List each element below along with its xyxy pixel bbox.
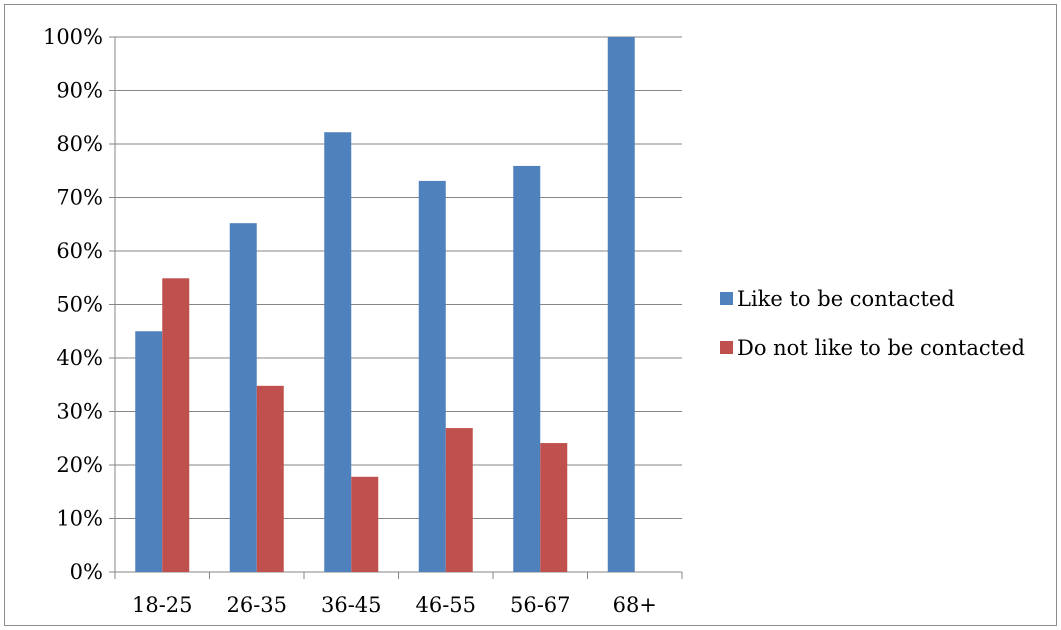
y-tick-label: 80% — [56, 132, 103, 156]
x-tick-label: 56-67 — [510, 593, 571, 617]
bar-like — [513, 165, 541, 572]
x-tick-label: 18-25 — [132, 593, 193, 617]
y-tick-label: 0% — [70, 560, 103, 584]
bar-like — [229, 223, 257, 572]
y-tick-label: 30% — [56, 400, 103, 424]
x-tick-label: 46-55 — [415, 593, 476, 617]
y-tick-label: 70% — [56, 186, 103, 210]
y-tick-label: 20% — [56, 453, 103, 477]
y-tick-label: 40% — [56, 346, 103, 370]
legend-label: Like to be contacted — [737, 287, 955, 311]
y-tick-label: 10% — [56, 507, 103, 531]
y-tick-label: 100% — [43, 25, 103, 49]
bar-dislike — [256, 385, 284, 572]
x-tick-label: 26-35 — [226, 593, 287, 617]
legend-swatch — [720, 341, 733, 354]
y-tick-label: 50% — [56, 293, 103, 317]
bar-like — [324, 132, 352, 573]
bar-like — [418, 180, 446, 573]
y-tick-label: 90% — [56, 79, 103, 103]
x-tick-label: 36-45 — [321, 593, 382, 617]
legend-label: Do not like to be contacted — [737, 336, 1025, 360]
legend-swatch — [720, 292, 733, 305]
bar-dislike — [351, 476, 379, 572]
y-tick-label: 60% — [56, 239, 103, 263]
x-tick-label: 68+ — [613, 593, 657, 617]
bar-like — [135, 331, 163, 572]
bar-dislike — [162, 278, 190, 572]
bar-dislike — [540, 443, 568, 572]
bar-like — [607, 37, 635, 572]
bar-dislike — [445, 428, 473, 572]
